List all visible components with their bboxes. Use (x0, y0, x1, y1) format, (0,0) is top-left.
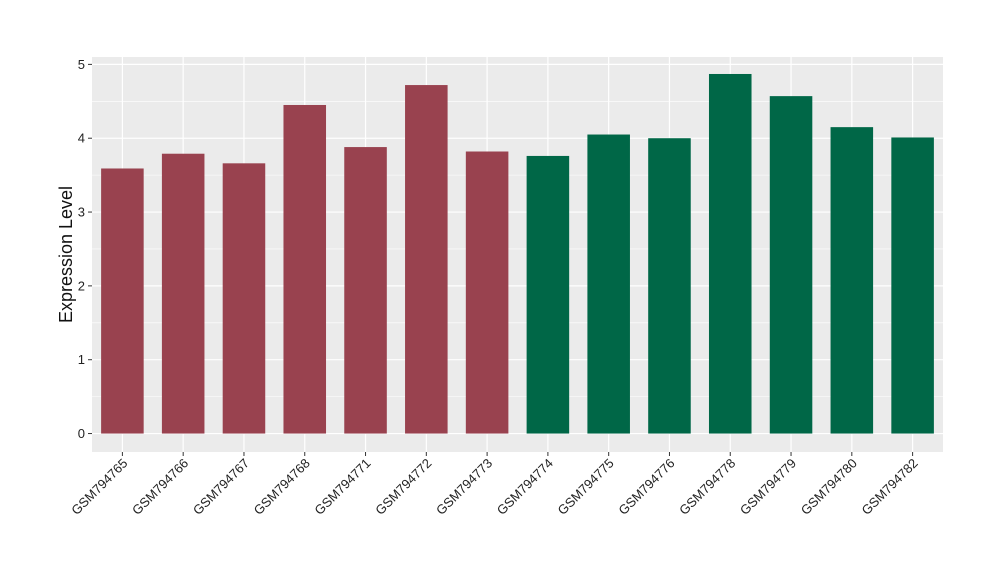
y-tick-label: 2 (78, 278, 85, 293)
bar-GSM794782 (891, 137, 934, 434)
y-tick-label: 0 (78, 426, 85, 441)
x-tick-label: GSM794775 (555, 456, 617, 518)
bar-GSM794766 (161, 153, 205, 434)
x-tick-label: GSM794772 (372, 456, 434, 518)
x-tick-label: GSM794771 (311, 456, 373, 518)
bar-GSM794767 (222, 163, 266, 434)
y-tick-label: 5 (78, 57, 85, 72)
x-tick-label: GSM794776 (615, 456, 677, 518)
y-tick-label: 4 (78, 131, 85, 146)
x-tick-label: GSM794780 (798, 456, 860, 518)
bar-GSM794779 (769, 96, 813, 434)
bar-GSM794780 (830, 127, 874, 434)
x-axis: GSM794765GSM794766GSM794767GSM794768GSM7… (68, 452, 921, 518)
y-axis: 0 1 2 3 4 5 (78, 57, 92, 441)
bar-GSM794775 (587, 134, 630, 434)
x-tick-label: GSM794765 (68, 456, 130, 518)
bar-GSM794774 (526, 155, 570, 434)
bar-GSM794771 (344, 147, 387, 434)
x-tick-label: GSM794773 (433, 456, 495, 518)
x-tick-label: GSM794779 (737, 456, 799, 518)
bar-GSM794772 (405, 85, 448, 434)
x-tick-label: GSM794768 (251, 456, 313, 518)
y-axis-title: Expression Level (56, 186, 76, 323)
y-tick-label: 1 (78, 352, 85, 367)
plot-panel (92, 57, 943, 452)
x-tick-label: GSM794782 (859, 456, 921, 518)
x-tick-label: GSM794767 (190, 456, 252, 518)
bar-GSM794776 (648, 138, 691, 434)
bar-GSM794773 (465, 151, 509, 434)
x-tick-label: GSM794766 (129, 456, 191, 518)
bar-GSM794768 (283, 104, 327, 434)
y-tick-label: 3 (78, 205, 85, 220)
bars (101, 73, 934, 434)
bar-GSM794778 (708, 73, 752, 434)
x-tick-label: GSM794774 (494, 456, 556, 518)
bar-GSM794765 (101, 168, 144, 434)
x-tick-label: GSM794778 (676, 456, 738, 518)
